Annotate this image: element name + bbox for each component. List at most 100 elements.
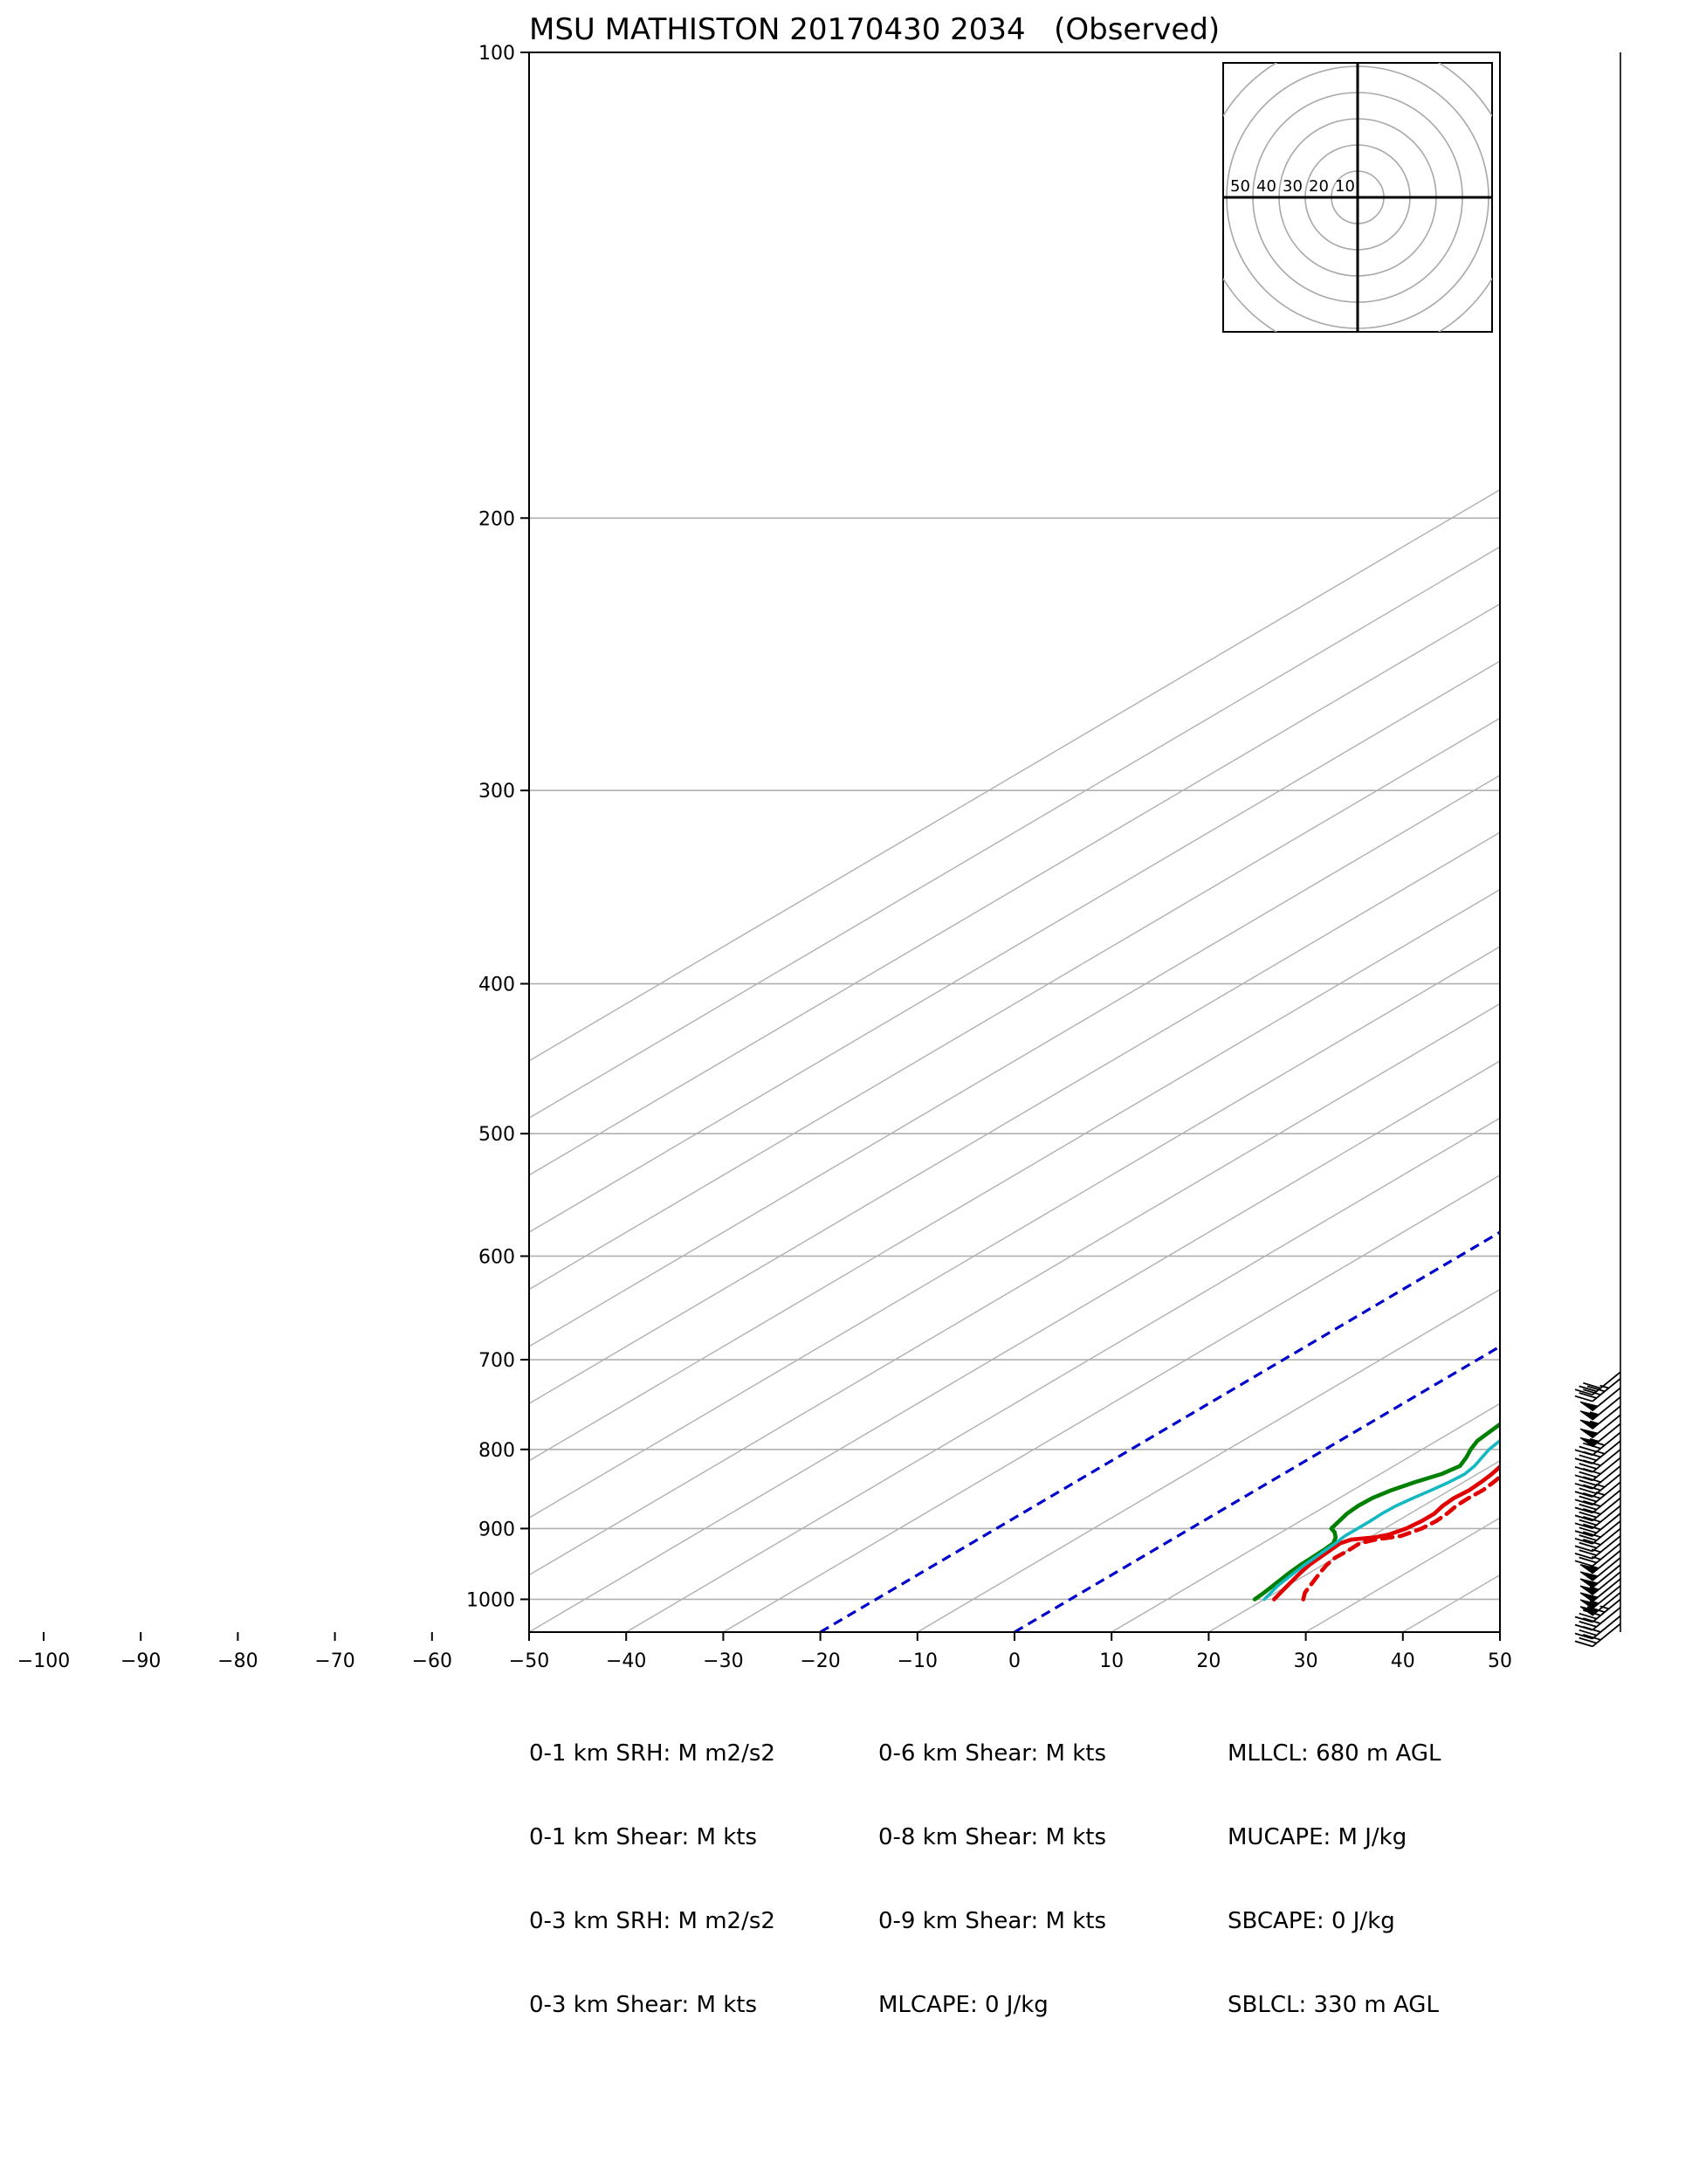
wind-barb-880 <box>1574 1512 1621 1537</box>
wind-barb-890 <box>1574 1520 1621 1545</box>
wind-barb-1000 <box>1574 1598 1621 1623</box>
y-tick-label-500: 500 <box>478 1124 515 1146</box>
y-tick-label-900: 900 <box>478 1519 515 1540</box>
x-tick-label--80: −80 <box>217 1650 258 1672</box>
y-axis: 100 200 300 400 500 600 700 800 900 1000 <box>466 43 529 1611</box>
hodograph-ring-label-10: 10 <box>1335 177 1355 196</box>
wind-barb-flag-770 <box>1579 1436 1599 1448</box>
x-tick-label-20: 20 <box>1196 1650 1221 1672</box>
wind-barbs <box>1574 52 1621 1648</box>
x-tick-label--60: −60 <box>412 1650 452 1672</box>
isotherm-highlight-0 <box>1014 1345 1500 1632</box>
series-layer <box>1252 1422 1500 1602</box>
stat-srh-01: 0-1 km SRH: M m2/s2 <box>529 1740 775 1767</box>
isotherm-highlight--20 <box>819 1230 1500 1632</box>
series-virtual-temperature <box>1301 1474 1500 1602</box>
y-tick-label-300: 300 <box>478 781 515 803</box>
x-tick-label--50: −50 <box>509 1650 549 1672</box>
x-tick-label--100: −100 <box>17 1650 70 1672</box>
x-tick-label--90: −90 <box>120 1650 161 1672</box>
wind-barb-1025 <box>1574 1615 1621 1640</box>
y-tick-label-400: 400 <box>478 975 515 996</box>
y-tick-label-100: 100 <box>478 43 515 65</box>
wind-barb-850 <box>1574 1489 1621 1514</box>
wind-barb-flag-940 <box>1579 1571 1599 1581</box>
stats-column-2: 0-6 km Shear: M kts 0-8 km Shear: M kts … <box>878 1684 1106 2047</box>
isotherm-line--40 <box>625 1117 1500 1632</box>
stat-mlcape: MLCAPE: 0 J/kg <box>878 1992 1049 2018</box>
stat-shear-06: 0-6 km Shear: M kts <box>878 1740 1107 1767</box>
stat-shear-09: 0-9 km Shear: M kts <box>878 1908 1107 1934</box>
stat-srh-03: 0-3 km SRH: M m2/s2 <box>529 1908 775 1934</box>
wind-barb-713 <box>1574 1371 1621 1396</box>
x-tick-label-50: 50 <box>1488 1650 1512 1672</box>
hodograph-ring-label-50: 50 <box>1230 177 1250 196</box>
stat-sbcape: SBCAPE: 0 J/kg <box>1228 1908 1395 1934</box>
y-tick-label-600: 600 <box>478 1246 515 1268</box>
x-tick-label--20: −20 <box>800 1650 840 1672</box>
isotherm-line--80 <box>529 888 1500 1462</box>
wind-barb-flag-760 <box>1579 1428 1599 1439</box>
isotherm-line--120 <box>529 660 1500 1233</box>
stat-shear-01: 0-1 km Shear: M kts <box>529 1824 758 1850</box>
wind-barb-830 <box>1574 1473 1621 1498</box>
x-tick-label-40: 40 <box>1391 1650 1415 1672</box>
wind-barb-flag-960 <box>1579 1585 1599 1595</box>
y-tick-label-800: 800 <box>478 1440 515 1462</box>
isotherm-line--100 <box>529 775 1500 1347</box>
x-tick-label--40: −40 <box>606 1650 646 1672</box>
series-wetbulb <box>1262 1438 1500 1602</box>
wind-barb-flag-980 <box>1579 1599 1599 1609</box>
hodograph-ring-label-30: 30 <box>1283 177 1303 196</box>
special-isotherm-layer <box>819 1230 1500 1632</box>
wind-barb-flag-950 <box>1579 1578 1599 1588</box>
grid-layer <box>529 52 1500 1632</box>
isotherm-line--110 <box>529 717 1500 1291</box>
wind-barb-flag-970 <box>1579 1592 1599 1602</box>
hodograph: 50 40 30 20 10 <box>1222 62 1493 333</box>
series-dewpoint <box>1252 1422 1500 1602</box>
y-tick-label-1000: 1000 <box>466 1589 515 1611</box>
x-tick-label-0: 0 <box>1008 1650 1021 1672</box>
stat-sblcl: SBLCL: 330 m AGL <box>1228 1992 1439 2018</box>
isotherm-line--30 <box>723 1174 1500 1632</box>
stat-shear-08: 0-8 km Shear: M kts <box>878 1824 1107 1850</box>
isotherm-line--130 <box>529 603 1500 1176</box>
isotherm-line--90 <box>529 831 1500 1405</box>
y-tick-label-700: 700 <box>478 1350 515 1372</box>
wind-barb-840 <box>1574 1481 1621 1506</box>
wind-barb-flag-740 <box>1579 1410 1599 1421</box>
wind-barb-720 <box>1574 1378 1621 1402</box>
x-tick-label-30: 30 <box>1294 1650 1318 1672</box>
stats-column-1: 0-1 km SRH: M m2/s2 0-1 km Shear: M kts … <box>529 1684 775 2047</box>
isotherm-line--70 <box>529 946 1500 1519</box>
wind-barb-920 <box>1574 1542 1621 1567</box>
x-tick-label-10: 10 <box>1099 1650 1124 1672</box>
wind-barb-910 <box>1574 1535 1621 1560</box>
stat-mucape: MUCAPE: M J/kg <box>1228 1824 1407 1850</box>
stat-mllcl: MLLCL: 680 m AGL <box>1228 1740 1441 1767</box>
isotherm-line--150 <box>529 488 1500 1062</box>
wind-barb-flag-730 <box>1579 1401 1599 1412</box>
x-tick-label--10: −10 <box>898 1650 938 1672</box>
isotherm-line--50 <box>529 1060 1500 1632</box>
series-temperature <box>1272 1464 1500 1602</box>
isotherm-line--10 <box>917 1288 1500 1632</box>
wind-barb-1037 <box>1574 1622 1621 1648</box>
chart-title: MSU MATHISTON 20170430 2034 (Observed) <box>529 12 1220 47</box>
wind-barb-flag-930 <box>1579 1564 1599 1574</box>
y-tick-label-200: 200 <box>478 508 515 530</box>
wind-barb-860 <box>1574 1497 1621 1522</box>
x-tick-label--70: −70 <box>314 1650 354 1672</box>
x-axis: −100 −90 −80 −70 −60 −50 −40 −30 −20 −10 0 10 20 30 40… <box>17 1632 1512 1672</box>
hodograph-ring-label-20: 20 <box>1309 177 1329 196</box>
wind-barb-820 <box>1574 1465 1621 1490</box>
wind-barb-flag-750 <box>1579 1419 1599 1430</box>
wind-barb-870 <box>1574 1505 1621 1530</box>
isotherm-line--60 <box>529 1002 1500 1576</box>
wind-barb-900 <box>1574 1527 1621 1553</box>
x-tick-label--30: −30 <box>703 1650 743 1672</box>
stat-shear-03: 0-3 km Shear: M kts <box>529 1992 758 2018</box>
hodograph-ring-label-40: 40 <box>1256 177 1276 196</box>
